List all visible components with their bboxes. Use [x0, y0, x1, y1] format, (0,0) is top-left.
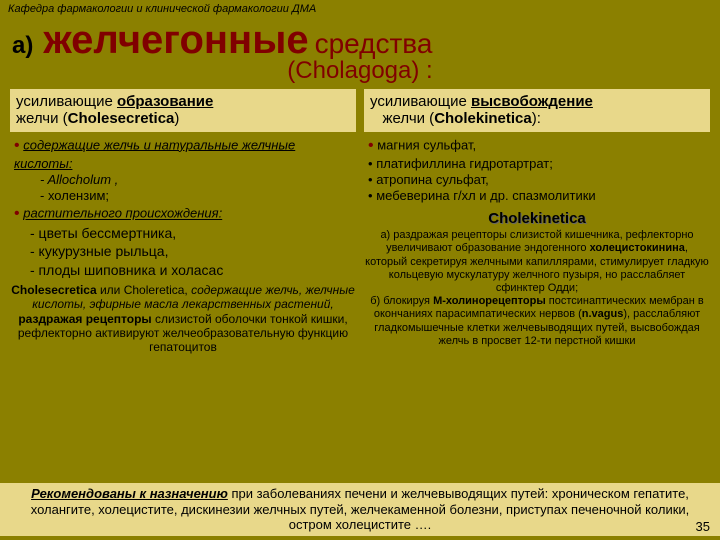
- lg1-i1: - холензим;: [40, 188, 109, 203]
- lh-latin: Cholesecretica: [68, 110, 175, 127]
- lh-close: ): [174, 110, 179, 127]
- lg2-i1: - кукурузные рыльца,: [30, 243, 168, 259]
- left-group1: • содержащие желчь и натуральные желчные…: [10, 136, 356, 172]
- lg2-label: растительного происхождения:: [23, 206, 222, 221]
- title-main: желчегонные: [43, 18, 308, 63]
- ri-0: • магния сульфат,: [364, 136, 710, 156]
- bullet-dot-icon: •: [14, 137, 20, 154]
- right-description: а) раздражая рецепторы слизистой кишечни…: [364, 229, 710, 348]
- page-number: 35: [696, 519, 710, 534]
- right-column: усиливающие высвобождение желчи (Choleki…: [364, 89, 710, 355]
- ri3b: г/хл и др.: [450, 188, 513, 203]
- lh-pre: усиливающие: [16, 93, 117, 110]
- left-description: Cholesecretica или Choleretica, содержащ…: [10, 283, 356, 355]
- lg2-i0: - цветы бессмертника,: [30, 225, 176, 241]
- footer-recommend: Рекомендованы к назначению при заболеван…: [0, 483, 720, 536]
- rh-emph: высвобождение: [471, 93, 593, 110]
- dept-header: Кафедра фармакологии и клинической фарма…: [0, 0, 720, 18]
- ri1b: гидротартрат;: [466, 156, 553, 171]
- left-column: усиливающие образование желчи (Cholesecr…: [10, 89, 356, 355]
- left-group2: • растительного происхождения:: [10, 204, 356, 224]
- ld-mid: или: [97, 283, 124, 297]
- bullet-dot-icon: •: [368, 172, 373, 187]
- bullet-dot-icon: •: [368, 188, 373, 203]
- ri0b: сульфат,: [420, 137, 476, 152]
- bullet-dot-icon: •: [14, 205, 20, 222]
- lh-emph: образование: [117, 93, 213, 110]
- lg2-i2: - плоды шиповника и холасас: [30, 262, 223, 278]
- title-sub: средства: [315, 28, 433, 60]
- ld-b2: Choleretica: [124, 283, 185, 297]
- ld-b1: Cholesecretica: [11, 283, 96, 297]
- ri2a: атропина: [376, 172, 432, 187]
- left-col-header: усиливающие образование желчи (Cholesecr…: [10, 89, 356, 132]
- ri3a: мебеверина: [376, 188, 449, 203]
- lh-post: желчи (: [16, 110, 68, 127]
- ri-1: • платифиллина гидротартрат;: [364, 156, 710, 172]
- lg1-i0: - Allocholum ,: [40, 172, 118, 187]
- ri3c: спазмолитики: [512, 188, 595, 203]
- right-section-title: Cholekinetica: [364, 210, 710, 227]
- lg1-label: содержащие желчь и натуральные желчные к…: [14, 137, 295, 171]
- ri-3: • мебеверина г/хл и др. спазмолитики: [364, 188, 710, 204]
- lg2-items: - цветы бессмертника, - кукурузные рыльц…: [10, 224, 356, 279]
- right-col-header: усиливающие высвобождение желчи (Choleki…: [364, 89, 710, 132]
- rh-latin: Cholekinetica: [434, 110, 532, 127]
- ri1a: платифиллина: [376, 156, 466, 171]
- rh-pre: усиливающие: [370, 93, 471, 110]
- rh-close: ):: [532, 110, 541, 127]
- lg1-items: - Allocholum , - холензим;: [10, 172, 356, 205]
- ri0a: магния: [377, 137, 419, 152]
- ri2b: сульфат,: [432, 172, 488, 187]
- ri-2: • атропина сульфат,: [364, 172, 710, 188]
- bullet-dot-icon: •: [368, 137, 374, 154]
- title-a: а): [12, 32, 33, 60]
- footer-lead: Рекомендованы к назначению: [31, 486, 228, 501]
- rh-post: желчи (: [383, 110, 435, 127]
- bullet-dot-icon: •: [368, 156, 373, 171]
